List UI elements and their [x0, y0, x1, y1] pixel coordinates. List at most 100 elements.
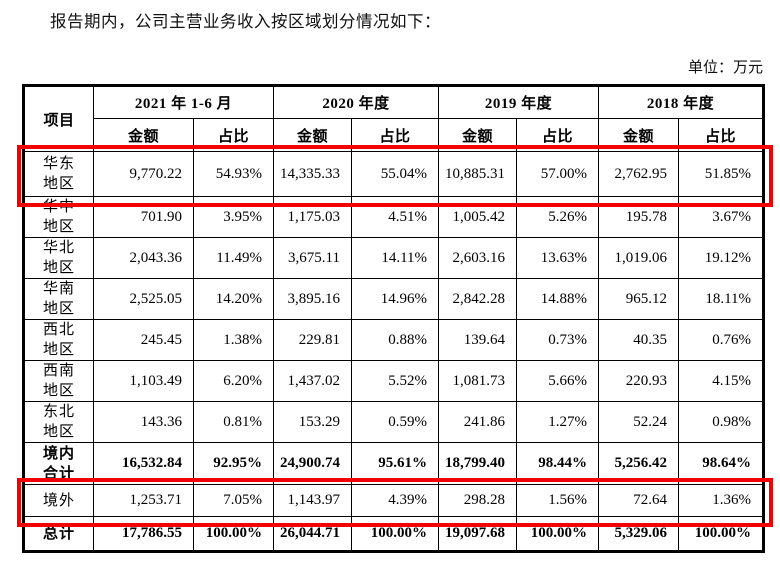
- ratio-cell: 100.00%: [193, 516, 274, 552]
- ratio-cell: 0.76%: [678, 319, 765, 361]
- amount-cell: 2,525.05: [93, 278, 194, 320]
- amount-cell: 26,044.71: [273, 516, 352, 552]
- ratio-cell: 98.44%: [516, 442, 600, 485]
- amount-cell: 229.81: [273, 319, 352, 361]
- region-label: 西南 地区: [23, 360, 94, 402]
- amount-cell: 1,103.49: [93, 360, 194, 402]
- region-label: 华南 地区: [23, 278, 94, 320]
- ratio-cell: 18.11%: [678, 278, 765, 320]
- ratio-cell: 4.15%: [678, 360, 765, 402]
- region-label: 华北 地区: [23, 237, 94, 279]
- amount-cell: 139.64: [438, 319, 518, 361]
- ratio-cell: 11.49%: [193, 237, 274, 279]
- amount-cell: 9,770.22: [93, 151, 194, 197]
- ratio-cell: 0.59%: [350, 401, 440, 443]
- period-header-2018: 2018 年度: [598, 85, 765, 119]
- amount-cell: 14,335.33: [273, 151, 352, 197]
- ratio-cell: 6.20%: [193, 360, 274, 402]
- amount-cell: 52.24: [598, 401, 680, 443]
- period-header-row: 项目 2021 年 1-6 月 2020 年度 2019 年度 2018 年度: [23, 85, 765, 152]
- amount-header: 金额: [598, 118, 680, 152]
- item-header-cell: 项目: [23, 85, 94, 152]
- amount-cell: 298.28: [438, 484, 518, 517]
- region-label: 境外: [23, 484, 94, 517]
- table-row: 华东 地区 9,770.22 54.93% 14,335.33 55.04% 10,885…: [23, 151, 765, 197]
- amount-cell: 143.36: [93, 401, 194, 443]
- amount-cell: 5,329.06: [598, 516, 680, 552]
- subheader-row: 金额 占比 金额 占比 金额 占比 金额 占比: [24, 118, 765, 152]
- table-row: 华北 地区 2,043.36 11.49% 3,675.11 14.11% 2,603.1…: [23, 237, 765, 279]
- amount-cell: 1,253.71: [93, 484, 194, 517]
- period-header-2019: 2019 年度: [438, 85, 600, 119]
- ratio-cell: 0.98%: [678, 401, 765, 443]
- table-body: 华东 地区 9,770.22 54.93% 14,335.33 55.04% 10,885…: [23, 151, 765, 552]
- amount-cell: 17,786.55: [93, 516, 194, 552]
- ratio-header: 占比: [350, 118, 440, 152]
- amount-cell: 3,895.16: [273, 278, 352, 320]
- amount-header: 金额: [438, 118, 518, 152]
- ratio-cell: 1.56%: [516, 484, 600, 517]
- ratio-cell: 1.38%: [193, 319, 274, 361]
- amount-cell: 19,097.68: [438, 516, 518, 552]
- ratio-cell: 19.12%: [678, 237, 765, 279]
- amount-cell: 3,675.11: [273, 237, 352, 279]
- amount-cell: 1,005.42: [438, 196, 518, 238]
- table-row: 总计 17,786.55 100.00% 26,044.71 100.00% 19,097…: [23, 516, 765, 552]
- ratio-cell: 100.00%: [516, 516, 600, 552]
- ratio-header: 占比: [193, 118, 274, 152]
- amount-cell: 40.35: [598, 319, 680, 361]
- table-row: 西南 地区 1,103.49 6.20% 1,437.02 5.52% 1,081.73 5…: [23, 360, 765, 402]
- ratio-cell: 5.52%: [350, 360, 440, 402]
- ratio-cell: 3.67%: [678, 196, 765, 238]
- table-header: 项目 2021 年 1-6 月 2020 年度 2019 年度 2018 年度 …: [23, 85, 765, 152]
- amount-cell: 701.90: [93, 196, 194, 238]
- ratio-cell: 3.95%: [193, 196, 274, 238]
- ratio-cell: 57.00%: [516, 151, 600, 197]
- region-label: 总计: [23, 516, 94, 552]
- ratio-cell: 14.88%: [516, 278, 600, 320]
- ratio-cell: 14.96%: [350, 278, 440, 320]
- amount-cell: 72.64: [598, 484, 680, 517]
- ratio-cell: 92.95%: [193, 442, 274, 485]
- ratio-cell: 5.26%: [516, 196, 600, 238]
- amount-cell: 24,900.74: [273, 442, 352, 485]
- amount-header: 金额: [273, 118, 352, 152]
- ratio-cell: 100.00%: [678, 516, 765, 552]
- ratio-header: 占比: [516, 118, 600, 152]
- region-label: 西北 地区: [23, 319, 94, 361]
- amount-cell: 2,603.16: [438, 237, 518, 279]
- ratio-cell: 0.88%: [350, 319, 440, 361]
- region-label: 华中 地区: [23, 196, 94, 238]
- table-row: 华南 地区 2,525.05 14.20% 3,895.16 14.96% 2,842.2…: [23, 278, 765, 320]
- period-header-2020: 2020 年度: [272, 85, 440, 119]
- ratio-cell: 51.85%: [678, 151, 765, 197]
- ratio-cell: 4.51%: [350, 196, 440, 238]
- region-label: 东北 地区: [23, 401, 94, 443]
- amount-cell: 10,885.31: [438, 151, 518, 197]
- amount-cell: 1,143.97: [273, 484, 352, 517]
- intro-text: 报告期内，公司主营业务收入按区域划分情况如下：: [50, 12, 441, 31]
- table-row: 境内 合计 16,532.84 92.95% 24,900.74 95.61% 18,79…: [23, 442, 765, 485]
- amount-cell: 2,762.95: [598, 151, 680, 197]
- ratio-cell: 100.00%: [350, 516, 440, 552]
- ratio-cell: 14.20%: [193, 278, 274, 320]
- period-header-2021: 2021 年 1-6 月: [93, 85, 274, 119]
- region-label: 境内 合计: [23, 442, 94, 485]
- table-row: 西北 地区 245.45 1.38% 229.81 0.88% 139.64 0.73% 40…: [23, 319, 765, 361]
- ratio-header: 占比: [678, 118, 765, 152]
- ratio-cell: 55.04%: [350, 151, 440, 197]
- amount-cell: 2,842.28: [438, 278, 518, 320]
- revenue-by-region-table: 项目 2021 年 1-6 月 2020 年度 2019 年度 2018 年度 …: [22, 84, 766, 553]
- amount-cell: 245.45: [93, 319, 194, 361]
- amount-cell: 1,019.06: [598, 237, 680, 279]
- ratio-cell: 5.66%: [516, 360, 600, 402]
- table-row: 境外 1,253.71 7.05% 1,143.97 4.39% 298.28 1.56% 7…: [23, 484, 765, 517]
- ratio-cell: 1.27%: [516, 401, 600, 443]
- ratio-cell: 95.61%: [350, 442, 440, 485]
- amount-cell: 16,532.84: [93, 442, 194, 485]
- ratio-cell: 7.05%: [193, 484, 274, 517]
- ratio-cell: 98.64%: [678, 442, 765, 485]
- ratio-cell: 4.39%: [350, 484, 440, 517]
- amount-cell: 1,437.02: [273, 360, 352, 402]
